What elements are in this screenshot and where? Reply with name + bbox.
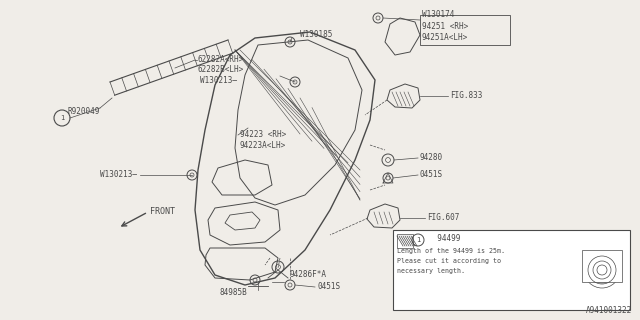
- Text: W130174: W130174: [422, 10, 454, 19]
- Text: 0451S: 0451S: [317, 282, 340, 291]
- Text: Please cut it according to: Please cut it according to: [397, 258, 501, 264]
- Text: Length of the 94499 is 25m.: Length of the 94499 is 25m.: [397, 248, 505, 254]
- Text: FIG.607: FIG.607: [427, 213, 460, 222]
- Text: necessary length.: necessary length.: [397, 268, 465, 274]
- Text: 94223A<LH>: 94223A<LH>: [240, 141, 286, 150]
- Text: R920049: R920049: [68, 107, 100, 116]
- Bar: [420, 15, 510, 45]
- Text: A941001322: A941001322: [586, 306, 632, 315]
- Text: 0451S: 0451S: [420, 170, 443, 179]
- Text: 94499: 94499: [428, 234, 460, 243]
- Text: 62282B<LH>: 62282B<LH>: [198, 65, 244, 74]
- Text: 1: 1: [416, 237, 420, 243]
- Text: W130213—: W130213—: [200, 76, 237, 85]
- Text: W130213—: W130213—: [100, 170, 137, 179]
- Text: W130185: W130185: [300, 30, 332, 39]
- Text: FRONT: FRONT: [150, 207, 175, 216]
- Bar: [582, 250, 622, 282]
- Bar: [397, 234, 413, 248]
- Text: 94280: 94280: [420, 153, 443, 162]
- Text: 62282A<RH>: 62282A<RH>: [198, 55, 244, 64]
- Text: 94251 <RH>: 94251 <RH>: [422, 22, 468, 31]
- Text: 94223 <RH>: 94223 <RH>: [240, 130, 286, 139]
- Text: 94251A<LH>: 94251A<LH>: [422, 33, 468, 42]
- Bar: [393, 230, 630, 310]
- Text: FIG.833: FIG.833: [450, 91, 483, 100]
- Text: 1: 1: [60, 115, 64, 121]
- Text: 94286F*A: 94286F*A: [290, 270, 327, 279]
- Text: 84985B: 84985B: [220, 288, 248, 297]
